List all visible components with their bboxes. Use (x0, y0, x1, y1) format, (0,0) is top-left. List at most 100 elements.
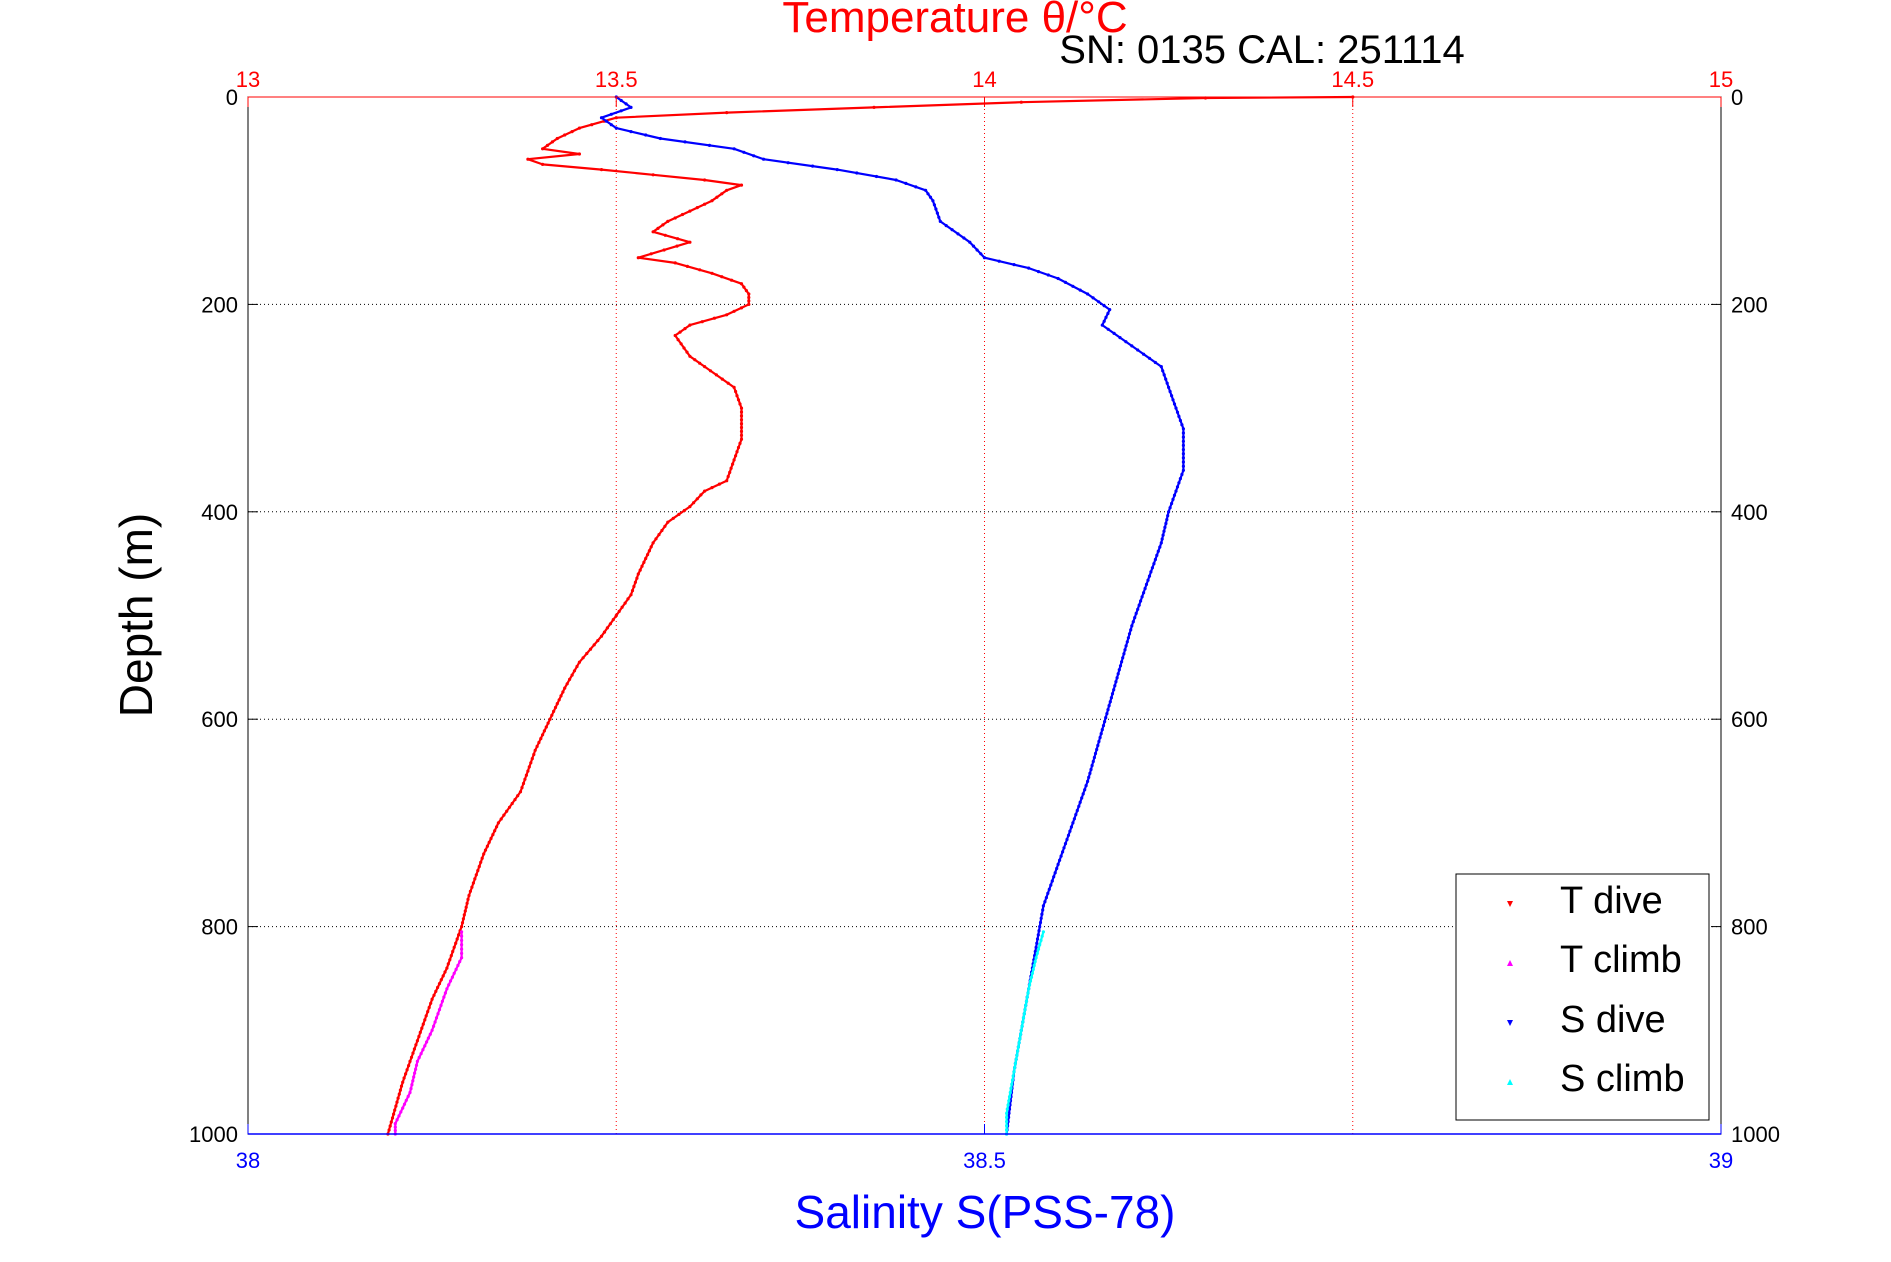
data-point-t-dive (505, 809, 509, 813)
data-point-t-dive (387, 1128, 391, 1132)
data-point-t-dive (640, 564, 644, 568)
tick-label-temperature: 15 (1709, 67, 1733, 92)
legend-item-t-dive: T dive (1507, 880, 1663, 922)
data-point-t-dive (739, 406, 744, 410)
legend-marker-s-dive (1507, 1020, 1513, 1026)
data-point-s-dive (1109, 696, 1113, 700)
tick-label-salinity: 39 (1709, 1148, 1733, 1173)
data-point-s-dive (1090, 763, 1094, 768)
data-point-s-dive (644, 133, 648, 137)
data-point-t-climb (423, 1044, 427, 1048)
data-point-t-dive (638, 568, 642, 572)
data-point-t-climb (414, 1067, 418, 1071)
data-point-t-dive (570, 130, 574, 134)
data-point-t-dive (677, 512, 681, 517)
data-point-s-climb (1035, 951, 1039, 956)
data-point-t-dive (676, 338, 680, 342)
data-point-t-dive (626, 597, 630, 601)
data-point-t-climb (417, 1055, 421, 1060)
data-point-s-dive (1122, 652, 1126, 656)
data-point-s-dive (1047, 887, 1051, 891)
data-point-t-dive (747, 292, 751, 296)
data-point-s-dive (1130, 344, 1134, 348)
data-point-s-climb (1005, 1107, 1009, 1111)
data-point-t-dive (725, 313, 729, 317)
data-point-t-dive (739, 429, 744, 433)
tick-label-depth-left: 600 (201, 707, 238, 732)
data-point-t-dive (548, 717, 552, 721)
tick-label-depth-left: 800 (201, 915, 238, 940)
data-point-s-dive (1053, 871, 1057, 875)
data-point-t-climb (436, 1012, 440, 1016)
series-s-dive (599, 95, 1185, 1136)
data-point-t-dive (430, 997, 434, 1001)
data-point-s-climb (1007, 1095, 1012, 1099)
data-point-t-dive (423, 1018, 427, 1022)
data-point-t-dive (605, 626, 610, 630)
data-point-t-dive (394, 1104, 398, 1108)
data-point-s-dive (926, 192, 930, 196)
data-point-t-dive (732, 385, 736, 389)
data-point-t-dive (526, 157, 530, 161)
data-point-t-dive (482, 852, 486, 856)
data-point-s-dive (1161, 533, 1165, 537)
data-point-t-dive (708, 369, 713, 373)
data-point-s-dive (1096, 743, 1100, 748)
data-point-s-climb (1023, 1008, 1027, 1012)
data-point-s-climb (1038, 943, 1042, 947)
data-point-s-dive (1125, 640, 1129, 644)
data-point-s-dive (1170, 501, 1174, 506)
data-point-t-climb (412, 1075, 416, 1079)
data-point-t-dive (454, 941, 458, 945)
data-point-t-dive (499, 817, 503, 821)
data-point-s-dive (1075, 808, 1079, 813)
data-point-s-dive (1102, 319, 1106, 323)
data-point-t-dive (656, 226, 660, 230)
data-point-s-dive (1147, 356, 1152, 360)
data-point-t-climb (421, 1048, 425, 1052)
data-point-t-dive (739, 422, 744, 426)
data-point-t-dive (710, 199, 714, 203)
data-point-t-dive (599, 168, 604, 172)
data-point-s-dive (937, 215, 941, 219)
data-point-t-dive (647, 549, 652, 553)
data-point-s-climb (1027, 987, 1031, 991)
data-point-s-climb (1024, 999, 1029, 1003)
data-point-s-dive (1181, 456, 1185, 460)
data-point-t-dive (404, 1072, 408, 1076)
data-point-t-dive (388, 1124, 392, 1128)
data-point-t-dive (738, 441, 742, 445)
data-point-s-dive (1168, 389, 1172, 394)
data-point-t-climb (425, 1040, 429, 1044)
data-point-s-dive (1178, 418, 1182, 423)
data-point-t-dive (466, 897, 470, 902)
data-point-t-dive (470, 885, 474, 889)
data-point-s-dive (950, 228, 954, 232)
data-point-t-dive (725, 479, 729, 483)
data-point-t-dive (682, 346, 686, 350)
data-point-t-dive (443, 970, 447, 974)
data-point-s-dive (1072, 817, 1076, 821)
data-point-t-dive (744, 289, 749, 293)
data-point-t-dive (427, 1005, 431, 1010)
data-point-t-dive (417, 1034, 421, 1039)
data-point-s-dive (1080, 796, 1084, 800)
data-point-s-dive (835, 168, 839, 172)
data-point-t-dive (527, 765, 531, 769)
data-point-t-dive (695, 206, 699, 210)
data-point-s-dive (1037, 929, 1041, 933)
data-point-s-climb (1016, 1049, 1020, 1053)
data-point-t-dive (463, 909, 467, 913)
data-point-t-dive (535, 744, 539, 749)
data-point-s-dive (1112, 688, 1116, 692)
data-point-s-dive (1078, 800, 1082, 804)
data-point-s-dive (619, 98, 623, 103)
data-point-s-dive (1086, 292, 1090, 296)
data-point-t-dive (666, 219, 670, 223)
data-point-t-dive (596, 639, 600, 643)
data-point-t-dive (390, 1116, 395, 1120)
data-point-s-climb (1032, 963, 1036, 968)
data-point-s-dive (1116, 672, 1120, 676)
data-point-t-dive (462, 913, 466, 917)
tick-layer: 0 0 200 200 400 400 600 600 800 800 1000 1000 13 13.5… (189, 67, 1780, 1173)
